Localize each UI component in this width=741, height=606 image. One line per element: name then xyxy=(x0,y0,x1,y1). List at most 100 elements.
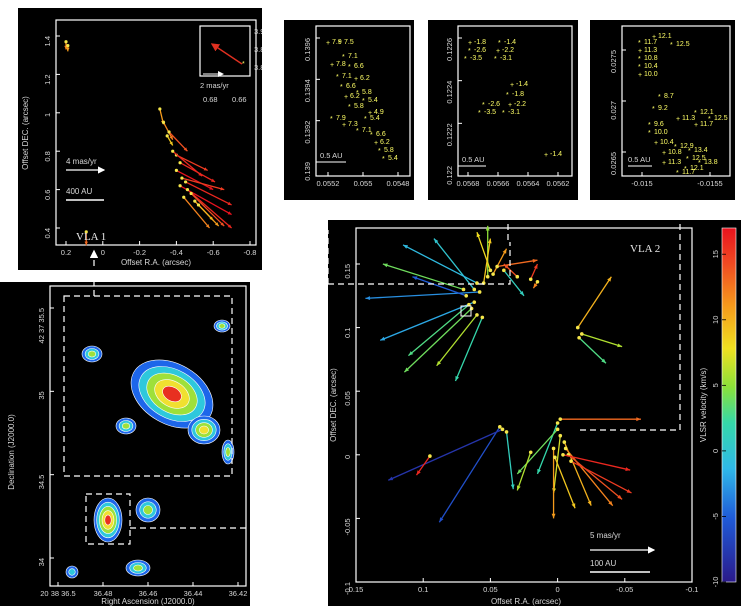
vla1-vector-10 xyxy=(181,177,225,191)
inset_a-maser-label-18: 6.2 xyxy=(380,139,390,146)
inset_b-maser-label-0: -1.8 xyxy=(474,39,486,46)
inset_c-maser-marker-1: * xyxy=(638,40,641,47)
inset-c-scale: 0.5 AU xyxy=(628,155,651,164)
vla2-arrowhead-5 xyxy=(404,367,410,373)
vla2-vector-2 xyxy=(365,291,480,299)
inset_b-maser-label-4: -3.5 xyxy=(470,55,482,62)
inset_b-maser-marker-3: + xyxy=(496,48,500,55)
vla1-arrowhead-4 xyxy=(169,135,173,140)
inset_c-maser-marker-17: * xyxy=(688,148,691,155)
vla1-vector-6 xyxy=(176,154,208,171)
inset_b-ytick-1: 0.1222 xyxy=(445,123,454,146)
vla1-point-7 xyxy=(178,161,182,165)
inset_c-maser-marker-16: * xyxy=(674,144,677,151)
vla2-ytick-0: -0.1 xyxy=(343,582,352,595)
vla1-xlabel: Offset R.A. (arcsec) xyxy=(121,258,191,267)
vla2-arrowhead-25 xyxy=(416,470,421,476)
vla1-inset-star: * xyxy=(242,61,245,68)
inset_a-maser-label-12: 4.9 xyxy=(374,109,384,116)
vla1-panel: 0.2 0 -0.2 -0.4 -0.6 -0.8 0.4 0.6 0.8 1 1.2 1.4 Off… xyxy=(18,8,262,270)
inset_a-maser-marker-6: + xyxy=(354,76,358,83)
inset_c-maser-label-8: 9.2 xyxy=(658,105,668,112)
vla2-arrowhead-35 xyxy=(551,513,556,519)
map-contour-2-3 xyxy=(199,425,209,435)
vla1-inset-ytick-0: 3.86 xyxy=(254,63,262,72)
vla1-plot-frame xyxy=(55,19,257,246)
vla1-point-4 xyxy=(161,120,166,124)
colorbar-bar xyxy=(721,227,737,583)
inset_b-maser-marker-1: * xyxy=(498,40,501,47)
inset_b-maser-marker-5: * xyxy=(494,56,497,63)
vla2-arrowhead-33 xyxy=(625,467,631,471)
inset_a-maser-marker-11: * xyxy=(348,104,351,111)
vla2-vector-22 xyxy=(438,426,501,523)
vla2-xtick-4: -0.05 xyxy=(616,585,633,594)
vla1-point-5 xyxy=(167,130,171,134)
inset_b-maser-marker-0: + xyxy=(468,40,472,47)
vla2-point-13 xyxy=(502,268,506,273)
vla2-arrowhead-3 xyxy=(380,336,386,341)
inset_a-maser-marker-14: * xyxy=(364,116,367,123)
vla1-arrowhead-15 xyxy=(205,224,210,228)
map-xlabel: Right Ascension (J2000.0) xyxy=(101,597,195,606)
vla2-plot-frame xyxy=(355,227,693,583)
inset_b-maser-label-11: -3.1 xyxy=(508,109,520,116)
map-contour-9-2 xyxy=(225,447,231,457)
vla2-arrowhead-26 xyxy=(537,468,541,474)
vla2-xtick-0: 0.15 xyxy=(349,585,364,594)
map-xtick-1: 36.48 xyxy=(94,589,113,598)
vla2-scale-velocity: 5 mas/yr xyxy=(590,531,621,540)
inset_c-maser-marker-13: * xyxy=(648,122,651,129)
vla1-xtick-5: -0.8 xyxy=(244,248,257,257)
inset_b-maser-marker-12: + xyxy=(544,152,548,159)
inset_c-maser-marker-12: + xyxy=(694,122,698,129)
inset_c-maser-label-1: 11.7 xyxy=(644,39,657,46)
vla1-vector-14 xyxy=(190,192,225,227)
vla2-point-32 xyxy=(569,459,573,463)
vla1-vector-8 xyxy=(172,150,203,177)
vla2-vector-14 xyxy=(412,276,467,297)
inset-b-chart: 0.0568 0.0566 0.0564 0.0562 0.122 0.1222 0.122… xyxy=(445,25,573,188)
inset_c-maser-marker-8: * xyxy=(652,106,655,113)
vla1-inset-vector xyxy=(210,43,243,65)
inset_a-xtick-1: 0.055 xyxy=(354,179,373,188)
vla2-point-1 xyxy=(475,281,479,285)
vla2-vector-7 xyxy=(454,317,483,382)
inset_a-maser-marker-12: + xyxy=(368,110,372,117)
vla2-arrowhead-18 xyxy=(533,283,538,289)
vla2-point-9 xyxy=(488,268,493,273)
vla1-arrowhead-17 xyxy=(209,216,214,221)
vla2-point-21 xyxy=(577,335,581,340)
vla1-title: VLA 1 xyxy=(76,231,106,243)
vla2-ytick-5: 0.15 xyxy=(343,264,352,279)
map-xtick-4: 36.42 xyxy=(229,589,248,598)
vla2-vector-5 xyxy=(403,308,473,373)
vla2-point-12 xyxy=(495,264,499,269)
inset_a-maser-label-9: 6.2 xyxy=(350,93,360,100)
inset_a-maser-marker-5: * xyxy=(336,74,339,81)
inset_a-maser-label-6: 6.2 xyxy=(360,75,370,82)
vla1-arrowhead-12 xyxy=(227,211,232,215)
map-ytick-1: 34.5 xyxy=(37,475,46,490)
vla2-xlabel: Offset R.A. (arcsec) xyxy=(491,597,561,606)
inset_c-xtick-0: -0.015 xyxy=(631,179,652,188)
vla1-point-18 xyxy=(165,134,169,138)
vla1-xtick-2: -0.2 xyxy=(133,248,146,257)
vla1-point-1 xyxy=(66,44,70,48)
inset_c-maser-marker-4: * xyxy=(638,56,641,63)
vla1-vector-5 xyxy=(168,131,188,152)
vla1-xtick-0: 0.2 xyxy=(61,248,71,257)
vla2-vector-30 xyxy=(565,448,614,507)
vla2-arrowhead-14 xyxy=(412,276,418,281)
vla2-point-30 xyxy=(563,446,568,451)
inset_a-maser-label-14: 5.4 xyxy=(370,115,380,122)
map-contour-8-2 xyxy=(121,422,131,430)
vla2-point-25 xyxy=(428,454,432,458)
inset_a-maser-marker-2: * xyxy=(342,54,345,61)
inset_c-maser-label-10: 12.1 xyxy=(700,109,714,116)
map-ylabel: Declination (J2000.0) xyxy=(7,414,16,490)
inset_c-maser-label-5: 10.4 xyxy=(644,63,658,70)
inset_c-maser-label-22: 12.1 xyxy=(690,165,704,172)
inset_a-maser-label-10: 5.4 xyxy=(368,97,378,104)
inset_a-maser-marker-15: + xyxy=(342,122,346,129)
